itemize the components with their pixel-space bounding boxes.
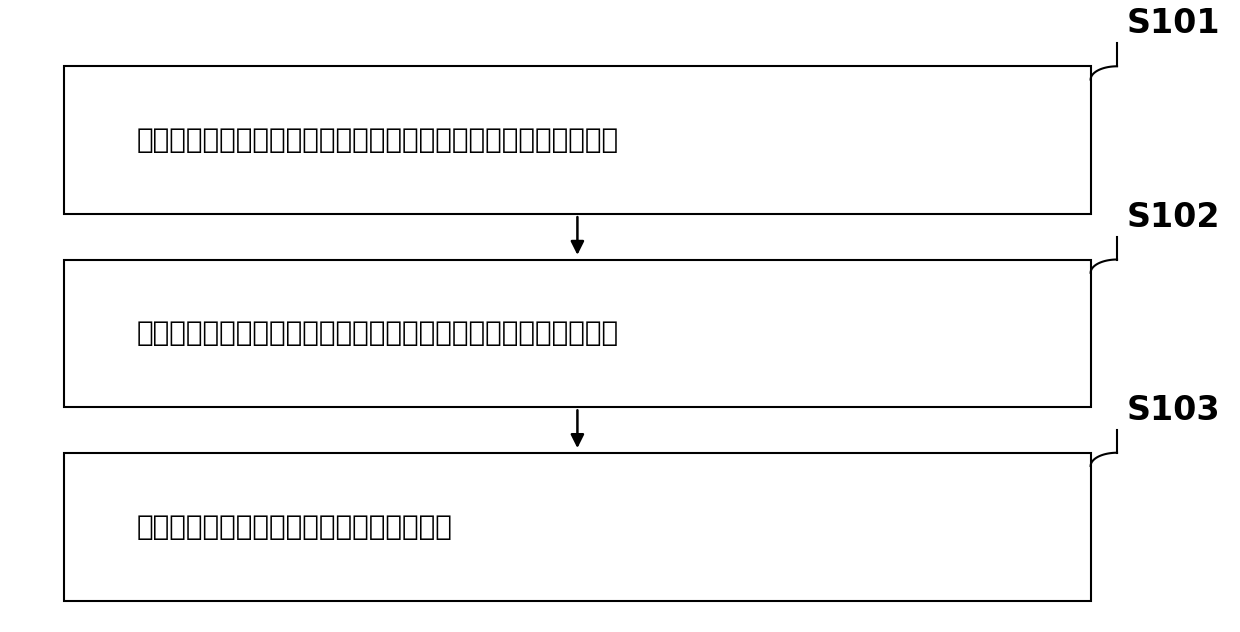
Bar — [64, 66, 1091, 214]
Text: S103: S103 — [1127, 394, 1220, 427]
Text: S102: S102 — [1127, 200, 1220, 234]
Bar — [64, 453, 1091, 600]
Text: 连接通用锂电池剩余电量的预测装置，按下检测按钮系统开始工作: 连接通用锂电池剩余电量的预测装置，按下检测按钮系统开始工作 — [136, 320, 619, 348]
Text: 打开通用锂电池剩余电量的预测装置，根据被测电池设定控制参数: 打开通用锂电池剩余电量的预测装置，根据被测电池设定控制参数 — [136, 126, 619, 154]
Bar — [64, 260, 1091, 408]
Text: 通过专用软件，准确的预测电池的剩余电量: 通过专用软件，准确的预测电池的剩余电量 — [136, 513, 453, 541]
Text: S101: S101 — [1127, 8, 1220, 40]
